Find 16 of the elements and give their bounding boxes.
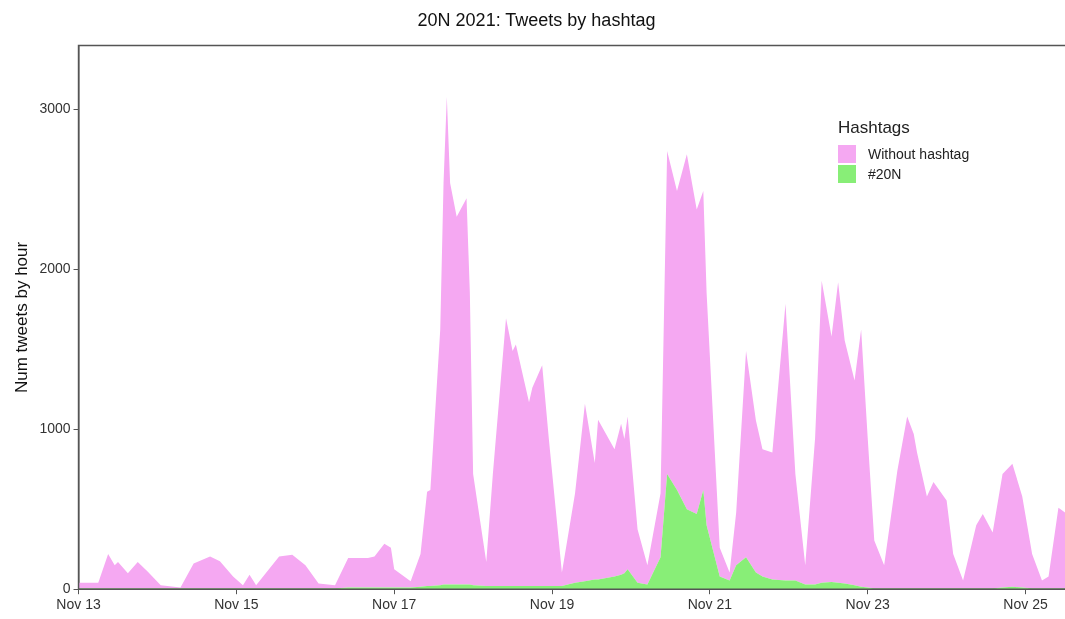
chart-title: 20N 2021: Tweets by hashtag [417, 9, 656, 30]
y-tick-label: 0 [62, 580, 71, 597]
x-tick-label: Nov 19 [529, 596, 575, 613]
y-axis-title: Num tweets by hour [11, 241, 31, 393]
legend-label: Without hashtag [868, 146, 970, 162]
legend-title: Hashtags [838, 118, 911, 138]
x-tick-label: Nov 25 [1003, 596, 1048, 613]
x-tick-label: Nov 21 [687, 596, 733, 613]
legend-label: #20N [868, 166, 902, 182]
x-tick-label: Nov 17 [372, 596, 417, 613]
x-tick-label: Nov 13 [56, 596, 101, 613]
x-tick-label: Nov 15 [214, 596, 259, 613]
y-tick-label: 1000 [39, 420, 71, 437]
y-tick-label: 2000 [39, 260, 71, 277]
x-tick-label: Nov 23 [845, 596, 891, 613]
y-tick-label: 3000 [39, 100, 71, 117]
